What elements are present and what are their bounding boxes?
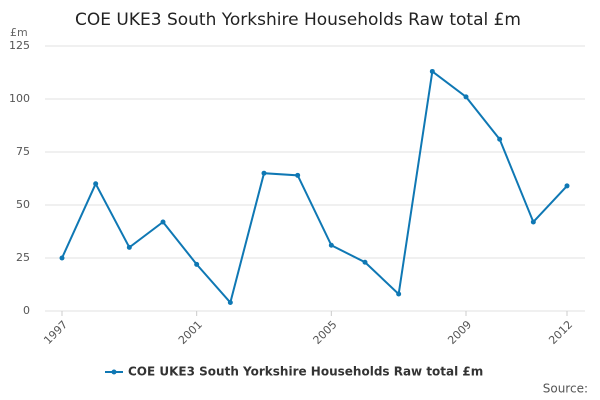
y-tick-label: 0 <box>23 304 30 317</box>
point <box>497 136 503 142</box>
point <box>227 300 233 306</box>
point <box>295 172 301 178</box>
point <box>429 68 435 74</box>
y-tick-label: 100 <box>9 92 30 105</box>
point <box>463 94 469 100</box>
y-axis-label: £m <box>10 26 28 39</box>
chart-title: COE UKE3 South Yorkshire Households Raw … <box>75 10 521 30</box>
x-tick-label: 2005 <box>311 318 340 347</box>
point <box>160 219 166 225</box>
point <box>530 219 536 225</box>
x-tick-label: 2012 <box>546 318 575 347</box>
legend-swatch-dot <box>111 369 117 375</box>
legend-label: COE UKE3 South Yorkshire Households Raw … <box>128 365 483 379</box>
point <box>396 291 402 297</box>
point <box>93 181 99 187</box>
point <box>328 242 334 248</box>
y-tick-label: 25 <box>16 251 30 264</box>
point <box>59 255 65 261</box>
y-tick-label: 50 <box>16 198 30 211</box>
point <box>194 261 200 267</box>
point <box>362 259 368 265</box>
line <box>61 69 568 305</box>
y-tick-label: 125 <box>9 39 30 52</box>
x-tick-label: 2009 <box>445 318 474 347</box>
y-tick-label: 75 <box>16 145 30 158</box>
source: Source: <box>543 382 588 396</box>
point <box>564 183 570 189</box>
x-tick-label: 1997 <box>41 318 70 347</box>
x-tick-label: 2001 <box>176 318 205 347</box>
point <box>261 170 267 176</box>
point <box>126 244 132 250</box>
